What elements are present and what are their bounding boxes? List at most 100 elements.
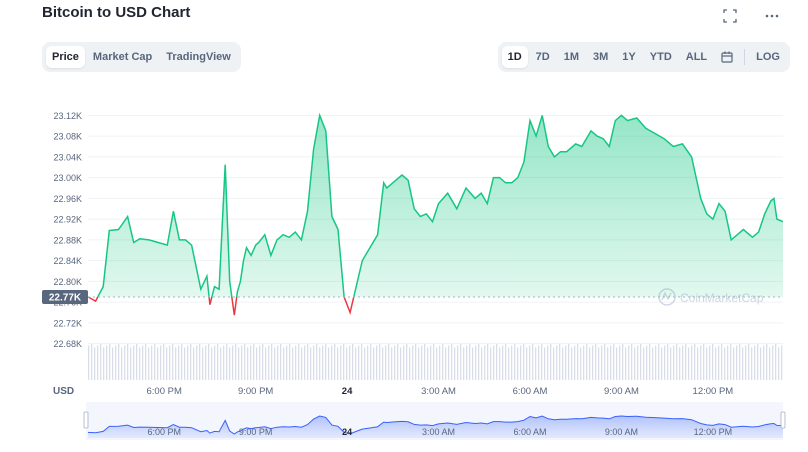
more-icon[interactable] bbox=[764, 8, 780, 24]
volume-bar bbox=[160, 345, 162, 380]
volume-bar bbox=[280, 343, 282, 380]
x-tick-label: 3:00 AM bbox=[421, 386, 456, 397]
volume-bar bbox=[592, 345, 594, 380]
calendar-button[interactable] bbox=[715, 46, 739, 68]
volume-bar bbox=[217, 343, 219, 380]
volume-bar bbox=[421, 345, 423, 380]
volume-bar bbox=[565, 345, 567, 380]
volume-bar bbox=[451, 343, 453, 380]
volume-bar bbox=[523, 343, 525, 380]
volume-bar bbox=[613, 343, 615, 380]
volume-bar bbox=[463, 347, 465, 380]
volume-bar bbox=[550, 343, 552, 380]
volume-bar bbox=[313, 345, 315, 380]
volume-bar bbox=[340, 345, 342, 380]
range-1y[interactable]: 1Y bbox=[622, 51, 636, 63]
volume-bar bbox=[202, 347, 204, 380]
chart-type-tabs: Price Market Cap TradingView bbox=[42, 42, 241, 72]
range-3m[interactable]: 3M bbox=[593, 51, 609, 63]
volume-bar bbox=[139, 347, 141, 380]
volume-bar bbox=[91, 343, 93, 380]
volume-bar bbox=[775, 343, 777, 380]
volume-bar bbox=[259, 345, 261, 380]
volume-bars bbox=[88, 343, 783, 380]
volume-bar bbox=[721, 343, 723, 380]
volume-bar bbox=[595, 343, 597, 380]
volume-bar bbox=[490, 347, 492, 380]
volume-bar bbox=[514, 343, 516, 380]
volume-bar bbox=[475, 345, 477, 380]
tab-price[interactable]: Price bbox=[46, 46, 85, 68]
volume-bar bbox=[511, 345, 513, 380]
tab-market-cap[interactable]: Market Cap bbox=[92, 51, 153, 63]
volume-bar bbox=[175, 347, 177, 380]
range-1m[interactable]: 1M bbox=[563, 51, 580, 63]
volume-bar bbox=[502, 345, 504, 380]
fullscreen-icon[interactable] bbox=[722, 8, 738, 24]
volume-bar bbox=[748, 343, 750, 380]
volume-bar bbox=[184, 347, 186, 380]
volume-bar bbox=[433, 343, 435, 380]
range-ytd[interactable]: YTD bbox=[649, 51, 672, 63]
volume-bar bbox=[778, 347, 780, 380]
navigator-handle-right[interactable] bbox=[780, 411, 786, 429]
volume-bar bbox=[718, 345, 720, 380]
volume-bar bbox=[535, 347, 537, 380]
volume-bar bbox=[214, 345, 216, 380]
volume-bar bbox=[652, 347, 654, 380]
navigator-tick-label: 6:00 AM bbox=[513, 427, 546, 437]
volume-bar bbox=[781, 345, 783, 380]
volume-bar bbox=[670, 347, 672, 380]
volume-bar bbox=[529, 345, 531, 380]
volume-bar bbox=[589, 347, 591, 380]
volume-bar bbox=[229, 347, 231, 380]
volume-bar bbox=[667, 343, 669, 380]
volume-bar bbox=[394, 345, 396, 380]
log-toggle[interactable]: LOG bbox=[756, 51, 780, 63]
volume-bar bbox=[124, 345, 126, 380]
volume-bar bbox=[505, 343, 507, 380]
volume-bar bbox=[274, 347, 276, 380]
range-divider bbox=[744, 49, 746, 65]
volume-bar bbox=[466, 345, 468, 380]
volume-bar bbox=[496, 343, 498, 380]
volume-bar bbox=[316, 343, 318, 380]
volume-bar bbox=[754, 345, 756, 380]
volume-bar bbox=[454, 347, 456, 380]
volume-bar bbox=[220, 347, 222, 380]
volume-bar bbox=[688, 347, 690, 380]
navigator[interactable]: 6:00 PM 9:00 PM 24 3:00 AM 6:00 AM 9:00 AM 12:… bbox=[83, 402, 786, 440]
volume-bar bbox=[712, 343, 714, 380]
volume-bar bbox=[541, 343, 543, 380]
volume-bar bbox=[319, 347, 321, 380]
volume-bar bbox=[715, 347, 717, 380]
x-tick-label: 6:00 AM bbox=[513, 386, 548, 397]
volume-bar bbox=[118, 343, 120, 380]
volume-bar bbox=[226, 343, 228, 380]
volume-bar bbox=[109, 343, 111, 380]
volume-bar bbox=[499, 347, 501, 380]
volume-bar bbox=[676, 343, 678, 380]
volume-bar bbox=[634, 347, 636, 380]
volume-bar bbox=[733, 347, 735, 380]
volume-bar bbox=[268, 345, 270, 380]
tab-tradingview[interactable]: TradingView bbox=[166, 51, 231, 63]
x-tick-label: 24 bbox=[342, 386, 353, 397]
range-7d[interactable]: 7D bbox=[535, 51, 550, 63]
volume-bar bbox=[745, 345, 747, 380]
volume-bar bbox=[607, 347, 609, 380]
volume-bar bbox=[649, 343, 651, 380]
reference-badge-bg bbox=[42, 289, 88, 304]
navigator-handle-left[interactable] bbox=[83, 411, 89, 429]
volume-bar bbox=[106, 345, 108, 380]
volume-bar bbox=[88, 345, 90, 380]
volume-bar bbox=[190, 343, 192, 380]
volume-bar bbox=[262, 343, 264, 380]
volume-bar bbox=[178, 345, 180, 380]
range-all[interactable]: ALL bbox=[685, 51, 708, 63]
range-1d[interactable]: 1D bbox=[501, 46, 528, 68]
volume-bar bbox=[706, 347, 708, 380]
volume-bar bbox=[517, 347, 519, 380]
volume-bar bbox=[430, 345, 432, 380]
